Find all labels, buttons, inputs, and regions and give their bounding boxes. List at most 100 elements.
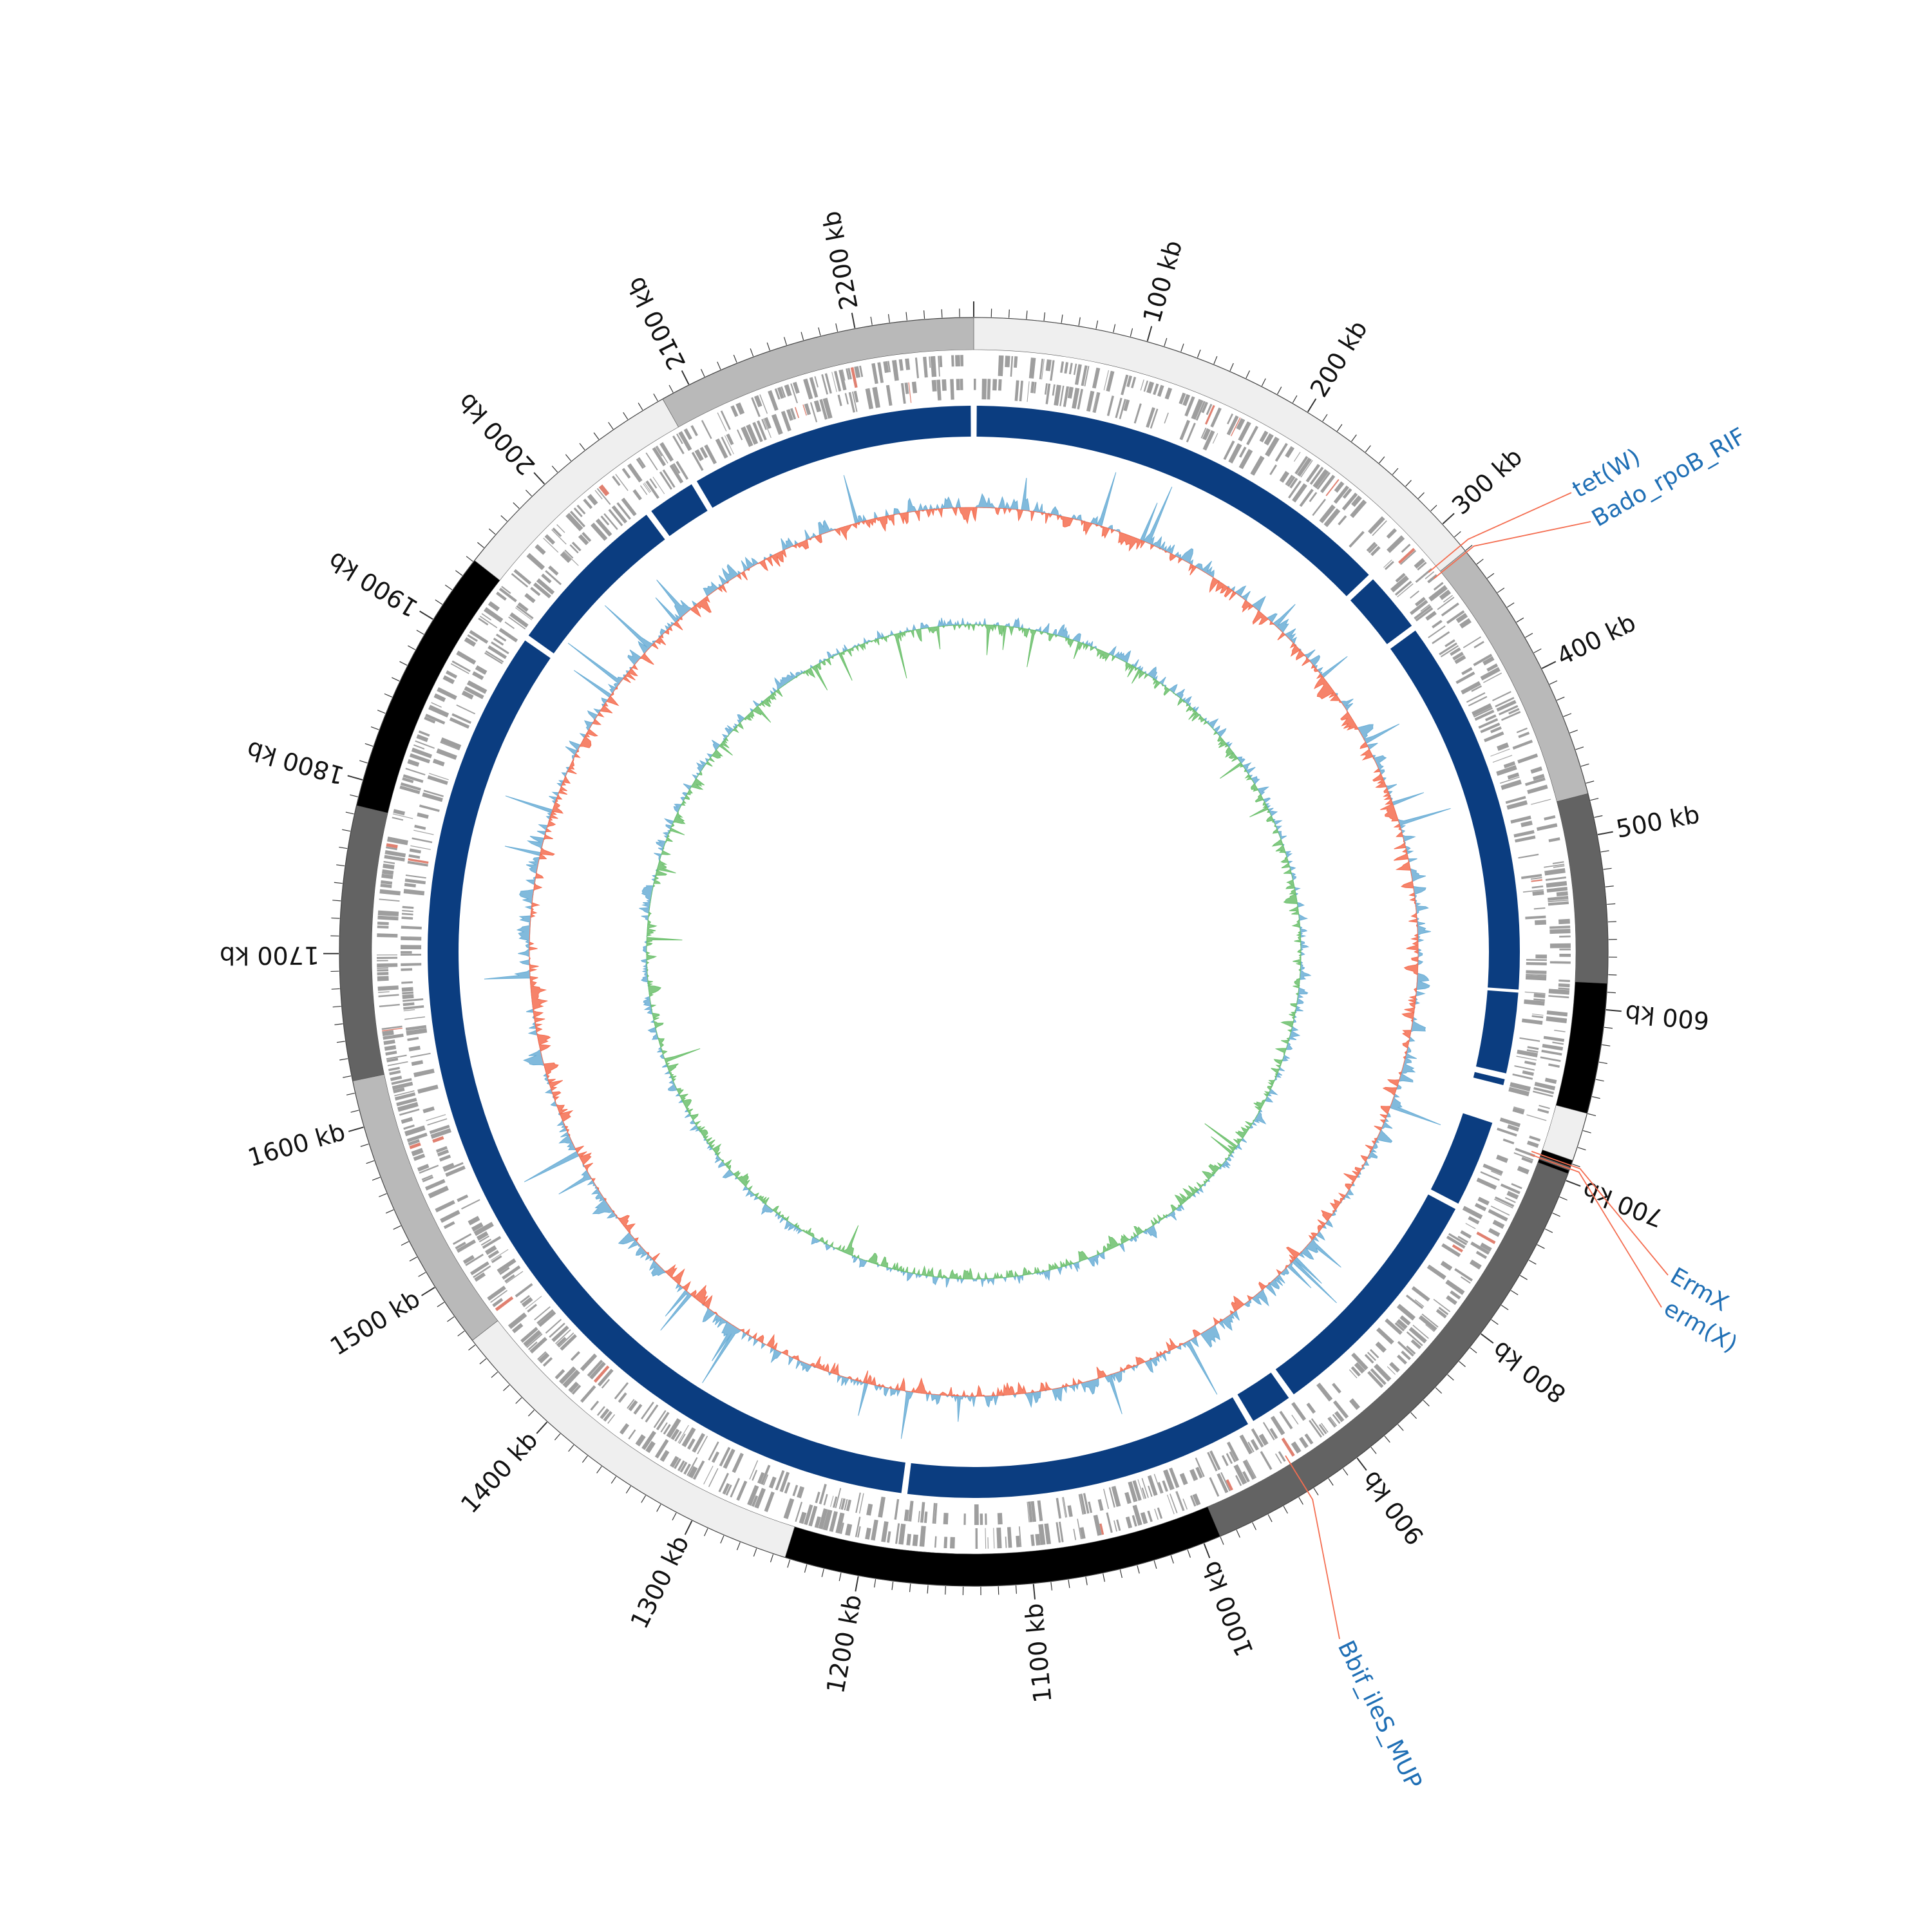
cds-feature <box>1524 991 1546 994</box>
cds-feature <box>1061 1497 1066 1518</box>
cds-feature <box>380 884 392 888</box>
cds-feature <box>1387 1366 1396 1375</box>
cds-feature <box>1428 625 1446 638</box>
cds-feature <box>1472 703 1492 716</box>
cds-feature <box>1005 355 1010 368</box>
cds-feature <box>1526 1049 1539 1053</box>
minor-tick <box>701 368 705 377</box>
cds-feature <box>730 1477 741 1498</box>
cds-feature <box>1394 1322 1405 1332</box>
cds-feature <box>431 702 442 708</box>
cds-feature <box>509 612 529 628</box>
cds-feature <box>1220 1472 1231 1492</box>
blast-hit-13 <box>696 406 971 508</box>
cds-feature <box>1097 1499 1104 1511</box>
tick-label-500kb: 500 kb <box>1614 800 1702 843</box>
cds-feature <box>1548 899 1569 903</box>
cds-feature <box>886 384 893 406</box>
major-tick <box>1481 1333 1494 1344</box>
cds-feature <box>1150 408 1159 429</box>
cds-feature <box>720 410 731 430</box>
cds-feature <box>790 408 797 420</box>
cds-feature <box>427 775 448 785</box>
cds-feature <box>1520 820 1533 828</box>
cds-feature <box>445 1165 466 1177</box>
cds-feature <box>1469 1259 1482 1270</box>
cds-feature <box>851 391 858 412</box>
cds-feature <box>410 845 431 850</box>
cds-feature <box>1056 1497 1061 1519</box>
cds-feature <box>527 1303 538 1313</box>
cds-feature <box>1333 485 1350 504</box>
cds-feature <box>1525 915 1546 920</box>
major-tick <box>1566 1180 1581 1187</box>
cds-feature <box>595 518 612 537</box>
minor-tick <box>1078 317 1081 326</box>
cds-feature <box>417 812 429 819</box>
cds-feature <box>600 515 610 526</box>
cds-feature <box>1513 1152 1534 1161</box>
cds-feature <box>1245 1459 1257 1479</box>
cds-feature <box>504 621 515 629</box>
minor-tick <box>336 864 345 867</box>
minor-tick <box>641 1495 647 1503</box>
cds-feature <box>761 419 767 430</box>
tick-label-1600kb: 1600 kb <box>245 1117 348 1172</box>
cds-feature <box>1059 1521 1064 1542</box>
cds-feature <box>1088 1501 1093 1513</box>
cds-feature <box>960 379 963 390</box>
tick-label-2000kb: 2000 kb <box>452 388 540 480</box>
major-tick <box>684 1520 693 1535</box>
cds-feature <box>659 442 674 462</box>
cds-feature <box>437 687 457 700</box>
cds-feature <box>1559 953 1571 957</box>
cds-feature <box>421 1174 433 1180</box>
cds-feature <box>1140 379 1144 391</box>
cds-feature <box>1549 943 1571 949</box>
minor-tick <box>887 314 890 323</box>
cds-feature <box>1202 428 1211 440</box>
minor-tick <box>392 677 400 682</box>
minor-tick <box>608 422 614 430</box>
cds-feature <box>1014 356 1018 368</box>
cds-feature <box>1549 929 1571 934</box>
cds-feature <box>403 1124 415 1130</box>
cds-feature <box>1027 1501 1030 1522</box>
cds-feature <box>452 1233 472 1245</box>
cds-feature <box>1471 685 1482 692</box>
cds-feature <box>783 1498 795 1519</box>
cds-feature <box>1103 1488 1110 1510</box>
cds-feature <box>413 1153 426 1161</box>
minor-tick <box>1465 545 1473 551</box>
cds-feature <box>708 1468 719 1488</box>
major-tick <box>419 611 433 620</box>
major-tick <box>851 312 856 328</box>
cds-feature <box>493 638 504 646</box>
contig-4 <box>1555 981 1608 1114</box>
cds-feature <box>1293 451 1301 462</box>
cds-feature <box>481 613 492 621</box>
cds-feature <box>1531 799 1551 805</box>
cds-feature <box>558 1366 576 1385</box>
cds-feature <box>1334 1410 1345 1423</box>
cds-feature <box>404 1125 426 1137</box>
cds-feature <box>1415 568 1433 583</box>
minor-tick <box>447 1316 455 1322</box>
cds-feature <box>1514 1065 1535 1071</box>
cds-feature <box>741 426 753 448</box>
cds-feature <box>1083 1493 1090 1514</box>
cds-feature <box>981 379 987 400</box>
cds-feature <box>1304 1433 1314 1445</box>
cds-feature <box>818 1508 828 1530</box>
cds-feature <box>511 1323 524 1334</box>
cds-feature <box>674 1458 681 1470</box>
cds-feature <box>1316 471 1331 490</box>
cds-feature <box>491 1255 502 1264</box>
minor-tick <box>457 1331 465 1337</box>
cds-feature <box>878 1496 886 1518</box>
cds-feature <box>1494 1198 1513 1209</box>
cds-feature <box>402 1002 415 1007</box>
minor-tick <box>437 1302 445 1307</box>
cds-feature <box>1553 865 1565 868</box>
cds-feature <box>529 1336 547 1354</box>
